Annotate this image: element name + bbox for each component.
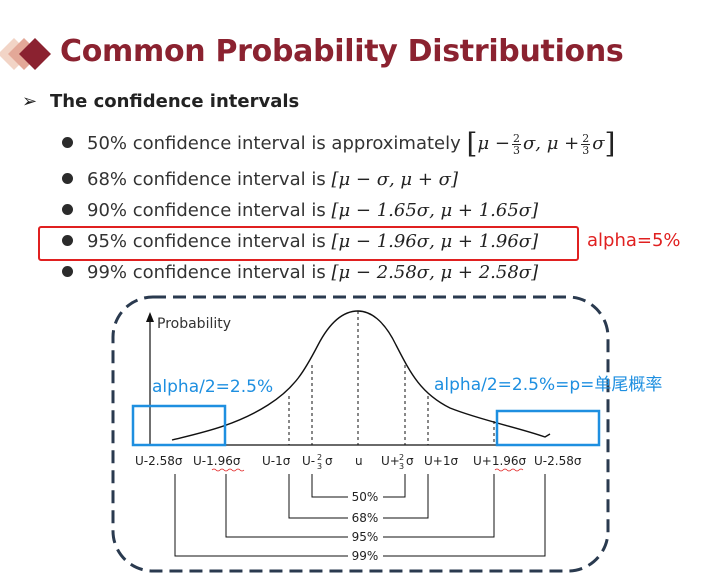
bracket-label-99: 99% [352,549,379,563]
bullet-dot-icon [62,265,73,277]
bracket-label-50: 50% [352,490,379,504]
annotation-right-tail: alpha/2=2.5%=p=单尾概率 [434,375,663,395]
interval-item-68: 68% confidence interval is [μ − σ, μ + σ… [62,167,458,193]
tick-label: σ [325,454,333,468]
tick-label: 3 [399,462,404,471]
left-tail-box [131,404,227,447]
interval-expression: [μ − 1.65σ, μ + 1.65σ] [331,200,539,221]
tick-label: U+1σ [424,454,458,468]
y-axis-arrow-icon [146,312,154,322]
tick-label: 2 [399,453,404,462]
interval-text: 90% confidence interval is [87,200,326,221]
right-tail-box [495,409,601,447]
tick-label: 2 [317,453,322,462]
tick-label: σ [406,454,414,468]
arrow-bullet-icon: ➢ [22,91,38,112]
interval-text: 50% confidence interval is approximately [87,133,461,154]
interval-expression: [μ − σ, μ + σ] [331,169,458,190]
tick-label: U-2.58σ [135,454,183,468]
interval-expression: [μ −2 3 σ, μ +2 3 σ] [466,127,616,160]
interval-expression: [μ − 2.58σ, μ + 2.58σ] [331,262,539,283]
bullet-dot-icon [62,136,73,148]
interval-expression: [μ − 1.96σ, μ + 1.96σ] [331,231,539,252]
tick-label: U-1.96σ [193,454,241,468]
tick-label: U+ [381,454,400,468]
alpha-label: alpha=5% [587,230,681,251]
interval-item-50: 50% confidence interval is approximately… [62,128,615,160]
tick-label: U- [302,454,315,468]
interval-item-99: 99% confidence interval is [μ − 2.58σ, μ… [62,260,538,286]
figure-frame [111,295,610,573]
annotation-left-tail: alpha/2=2.5% [152,377,274,397]
highlight-box-95 [38,226,579,261]
interval-text: 95% confidence interval is [87,231,326,252]
interval-text: 68% confidence interval is [87,169,326,190]
bracket-label-95: 95% [352,530,379,544]
interval-item-95: 95% confidence interval is [μ − 1.96σ, μ… [62,229,538,255]
interval-item-90: 90% confidence interval is [μ − 1.65σ, μ… [62,198,538,224]
tick-label: U-1σ [262,454,291,468]
slide-title: Common Probability Distributions [60,34,624,69]
tick-label: u [355,454,363,468]
bullet-dot-icon [62,172,73,184]
tick-label: U-2.58σ [534,454,582,468]
tick-label: 3 [317,462,322,471]
subheading: ➢ The confidence intervals [22,91,299,112]
tick-label: U+1.96σ [473,454,527,468]
bracket-label-68: 68% [352,511,379,525]
bullet-dot-icon [62,203,73,215]
interval-text: 99% confidence interval is [87,262,326,283]
slide-logo [0,38,51,70]
y-axis-label: Probability [157,316,231,332]
subheading-text: The confidence intervals [50,91,300,112]
bullet-dot-icon [62,234,73,246]
